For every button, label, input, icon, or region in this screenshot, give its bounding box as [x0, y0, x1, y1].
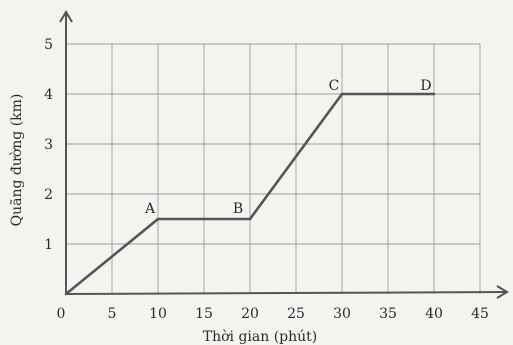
grid	[66, 43, 481, 294]
y-axis-title: Quãng đường (km)	[9, 94, 25, 227]
x-tick-label: 30	[333, 306, 351, 322]
x-tick-label: 25	[287, 306, 305, 322]
x-tick-label: 5	[108, 306, 117, 322]
y-axis-arrow	[59, 10, 73, 23]
point-labels: A B C D	[144, 78, 432, 217]
x-tick-label: 10	[149, 306, 167, 322]
x-tick-label: 45	[471, 306, 489, 322]
point-label-a: A	[144, 201, 156, 217]
y-tick-label: 5	[44, 37, 53, 53]
data-point	[64, 292, 68, 296]
x-tick-label: 35	[379, 306, 397, 322]
y-tick-label: 1	[44, 237, 53, 253]
data-point	[156, 217, 160, 221]
data-point	[248, 217, 252, 221]
x-axis-line	[65, 291, 507, 295]
data-point	[432, 92, 436, 96]
x-tick-label: 15	[195, 306, 213, 322]
y-tick-label: 3	[44, 137, 53, 153]
y-tick-label: 4	[44, 87, 53, 103]
point-label-b: B	[233, 201, 243, 217]
series-layer	[64, 92, 436, 296]
y-tick-labels: 1 2 3 4 5	[44, 37, 53, 253]
x-tick-label: 20	[241, 306, 259, 322]
y-tick-label: 2	[44, 187, 53, 203]
x-axis-arrow	[496, 285, 509, 299]
axes	[59, 10, 509, 299]
x-tick-labels: 0 5 10 15 20 25 30 35 40 45	[57, 306, 489, 322]
x-tick-label: 40	[425, 306, 443, 322]
point-label-c: C	[329, 78, 340, 94]
data-point	[340, 92, 344, 96]
x-tick-label: 0	[57, 306, 66, 322]
x-axis-title: Thời gian (phút)	[203, 329, 318, 345]
point-label-d: D	[420, 78, 431, 94]
